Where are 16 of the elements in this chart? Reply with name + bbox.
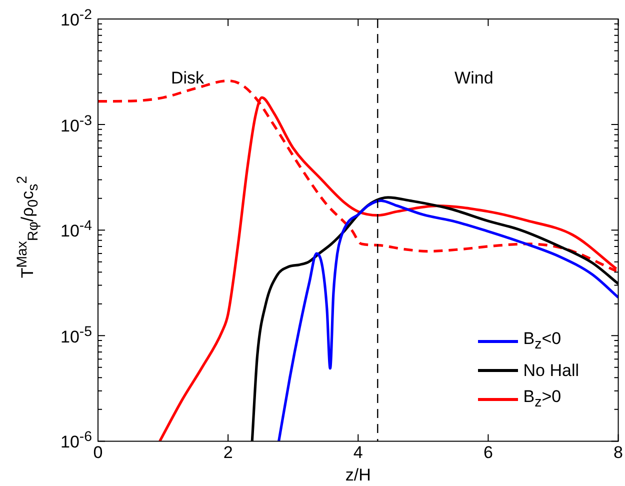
y-tick-label: 10$^{-3}$: [59, 112, 92, 136]
y-tick-label: 10$^{-5}$: [59, 324, 92, 346]
legend-label: B$_{z}$>0: [523, 386, 562, 412]
legend-label: No Hall: [523, 360, 580, 381]
y-tick-label: 10$^{-2}$: [59, 7, 92, 30]
x-tick-label: 2: [223, 443, 233, 462]
x-tick-label: 8: [614, 443, 624, 462]
annotation: Wind: [454, 68, 494, 88]
x-tick-label: 6: [483, 443, 493, 462]
x-axis-title: z/H: [345, 465, 371, 484]
x-tick-label: 4: [353, 443, 363, 462]
y-tick-label: 10$^{-6}$: [59, 429, 92, 452]
annotation: Disk: [170, 68, 205, 88]
y-tick-label: 10$^{-4}$: [60, 218, 92, 241]
legend-label: B$_{z}$<0: [523, 329, 562, 355]
x-tick-label: 0: [93, 443, 103, 462]
